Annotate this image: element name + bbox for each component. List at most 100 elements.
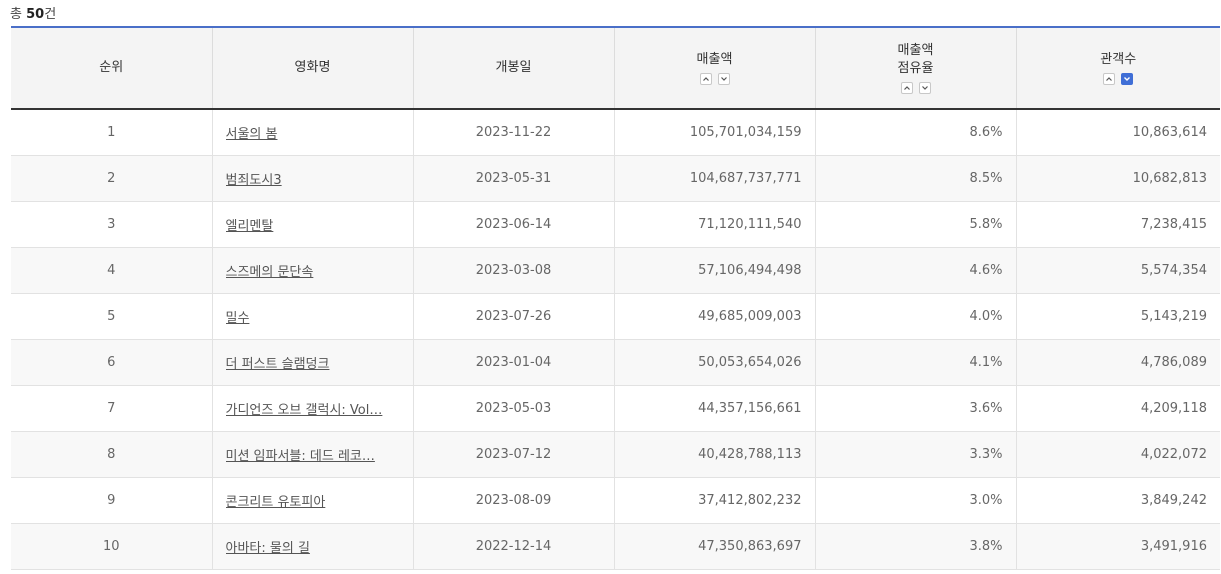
sales-sort-asc-button[interactable] xyxy=(699,73,712,85)
movie-title-link[interactable]: 범죄도시3 xyxy=(225,172,282,188)
cell-rank: 7 xyxy=(11,385,212,432)
chevron-up-icon xyxy=(702,77,709,81)
cell-rank: 4 xyxy=(11,247,212,294)
col-header-title-label: 영화명 xyxy=(294,60,331,75)
cell-sales: 49,685,009,003 xyxy=(613,293,815,340)
cell-audience: 7,238,415 xyxy=(1015,201,1220,248)
table-header: 순위 영화명 개봉일 매출액 xyxy=(11,26,1220,110)
cell-release: 2023-05-31 xyxy=(412,155,614,202)
cell-audience: 5,143,219 xyxy=(1015,293,1220,340)
col-header-audience-label: 관객수 xyxy=(1100,52,1137,67)
cell-sales: 44,357,156,661 xyxy=(613,385,815,432)
col-header-rank-label: 순위 xyxy=(99,60,124,75)
cell-sales: 57,106,494,498 xyxy=(613,247,815,294)
cell-share: 3.3% xyxy=(814,431,1016,478)
chevron-down-icon xyxy=(1124,77,1131,81)
share-sort-buttons xyxy=(817,82,1015,94)
audience-sort-buttons xyxy=(1018,73,1220,85)
cell-audience: 4,786,089 xyxy=(1015,339,1220,386)
cell-share: 4.6% xyxy=(814,247,1016,294)
cell-release: 2022-12-14 xyxy=(412,523,614,570)
col-header-share: 매출액 점유율 xyxy=(814,26,1016,110)
box-office-table: 순위 영화명 개봉일 매출액 xyxy=(11,26,1220,570)
cell-title: 아바타: 물의 길 xyxy=(211,523,413,570)
cell-sales: 71,120,111,540 xyxy=(613,201,815,248)
table-body: 1 서울의 봄 2023-11-22 105,701,034,159 8.6% … xyxy=(11,109,1220,570)
cell-sales: 104,687,737,771 xyxy=(613,155,815,202)
cell-rank: 9 xyxy=(11,477,212,524)
cell-sales: 50,053,654,026 xyxy=(613,339,815,386)
table-row: 6 더 퍼스트 슬램덩크 2023-01-04 50,053,654,026 4… xyxy=(11,339,1220,386)
audience-sort-desc-button[interactable] xyxy=(1121,73,1134,85)
cell-audience: 5,574,354 xyxy=(1015,247,1220,294)
table-row: 2 범죄도시3 2023-05-31 104,687,737,771 8.5% … xyxy=(11,155,1220,202)
cell-title: 미션 임파서블: 데드 레코… xyxy=(211,431,413,478)
movie-title-link[interactable]: 엘리멘탈 xyxy=(225,218,274,234)
col-header-release: 개봉일 xyxy=(412,26,614,110)
cell-release: 2023-07-12 xyxy=(412,431,614,478)
cell-title: 콘크리트 유토피아 xyxy=(211,477,413,524)
cell-rank: 8 xyxy=(11,431,212,478)
cell-rank: 5 xyxy=(11,293,212,340)
cell-title: 범죄도시3 xyxy=(211,155,413,202)
cell-release: 2023-11-22 xyxy=(412,109,614,156)
cell-sales: 40,428,788,113 xyxy=(613,431,815,478)
movie-title-link[interactable]: 가디언즈 오브 갤럭시: Vol… xyxy=(225,402,383,418)
cell-rank: 2 xyxy=(11,155,212,202)
table-row: 5 밀수 2023-07-26 49,685,009,003 4.0% 5,14… xyxy=(11,293,1220,340)
cell-audience: 4,022,072 xyxy=(1015,431,1220,478)
movie-title-link[interactable]: 더 퍼스트 슬램덩크 xyxy=(225,356,330,372)
movie-title-link[interactable]: 미션 임파서블: 데드 레코… xyxy=(225,448,375,464)
audience-sort-asc-button[interactable] xyxy=(1103,73,1116,85)
cell-release: 2023-03-08 xyxy=(412,247,614,294)
cell-release: 2023-01-04 xyxy=(412,339,614,386)
movie-title-link[interactable]: 밀수 xyxy=(225,310,250,326)
total-suffix: 건 xyxy=(44,7,57,22)
col-header-sales: 매출액 xyxy=(613,26,815,110)
col-header-share-label-2: 점유율 xyxy=(897,61,934,76)
box-office-table-wrapper: 순위 영화명 개봉일 매출액 xyxy=(11,26,1221,570)
share-sort-asc-button[interactable] xyxy=(900,82,913,94)
cell-release: 2023-05-03 xyxy=(412,385,614,432)
total-count: 총 50건 xyxy=(10,3,56,22)
cell-title: 서울의 봄 xyxy=(211,109,413,156)
cell-release: 2023-07-26 xyxy=(412,293,614,340)
chevron-up-icon xyxy=(1106,77,1113,81)
cell-share: 3.0% xyxy=(814,477,1016,524)
movie-title-link[interactable]: 콘크리트 유토피아 xyxy=(225,494,326,510)
cell-title: 더 퍼스트 슬램덩크 xyxy=(211,339,413,386)
table-row: 7 가디언즈 오브 갤럭시: Vol… 2023-05-03 44,357,15… xyxy=(11,385,1220,432)
cell-audience: 3,849,242 xyxy=(1015,477,1220,524)
cell-title: 스즈메의 문단속 xyxy=(211,247,413,294)
movie-title-link[interactable]: 스즈메의 문단속 xyxy=(225,264,314,280)
cell-sales: 105,701,034,159 xyxy=(613,109,815,156)
cell-title: 가디언즈 오브 갤럭시: Vol… xyxy=(211,385,413,432)
total-number: 50 xyxy=(26,7,45,22)
cell-audience: 4,209,118 xyxy=(1015,385,1220,432)
sales-sort-desc-button[interactable] xyxy=(717,73,730,85)
col-header-title: 영화명 xyxy=(211,26,413,110)
movie-title-link[interactable]: 서울의 봄 xyxy=(225,126,278,142)
table-row: 1 서울의 봄 2023-11-22 105,701,034,159 8.6% … xyxy=(11,109,1220,156)
movie-title-link[interactable]: 아바타: 물의 길 xyxy=(225,540,310,556)
cell-rank: 1 xyxy=(11,109,212,156)
col-header-rank: 순위 xyxy=(11,26,212,110)
cell-share: 4.0% xyxy=(814,293,1016,340)
share-sort-desc-button[interactable] xyxy=(918,82,931,94)
chevron-down-icon xyxy=(921,86,928,90)
cell-rank: 10 xyxy=(11,523,212,570)
col-header-audience: 관객수 xyxy=(1015,26,1220,110)
chevron-down-icon xyxy=(720,77,727,81)
table-row: 3 엘리멘탈 2023-06-14 71,120,111,540 5.8% 7,… xyxy=(11,201,1220,248)
cell-release: 2023-08-09 xyxy=(412,477,614,524)
sales-sort-buttons xyxy=(616,73,814,85)
col-header-release-label: 개봉일 xyxy=(495,60,532,75)
cell-share: 3.8% xyxy=(814,523,1016,570)
cell-sales: 37,412,802,232 xyxy=(613,477,815,524)
cell-share: 8.6% xyxy=(814,109,1016,156)
cell-audience: 3,491,916 xyxy=(1015,523,1220,570)
cell-share: 4.1% xyxy=(814,339,1016,386)
cell-rank: 3 xyxy=(11,201,212,248)
cell-share: 3.6% xyxy=(814,385,1016,432)
cell-share: 8.5% xyxy=(814,155,1016,202)
